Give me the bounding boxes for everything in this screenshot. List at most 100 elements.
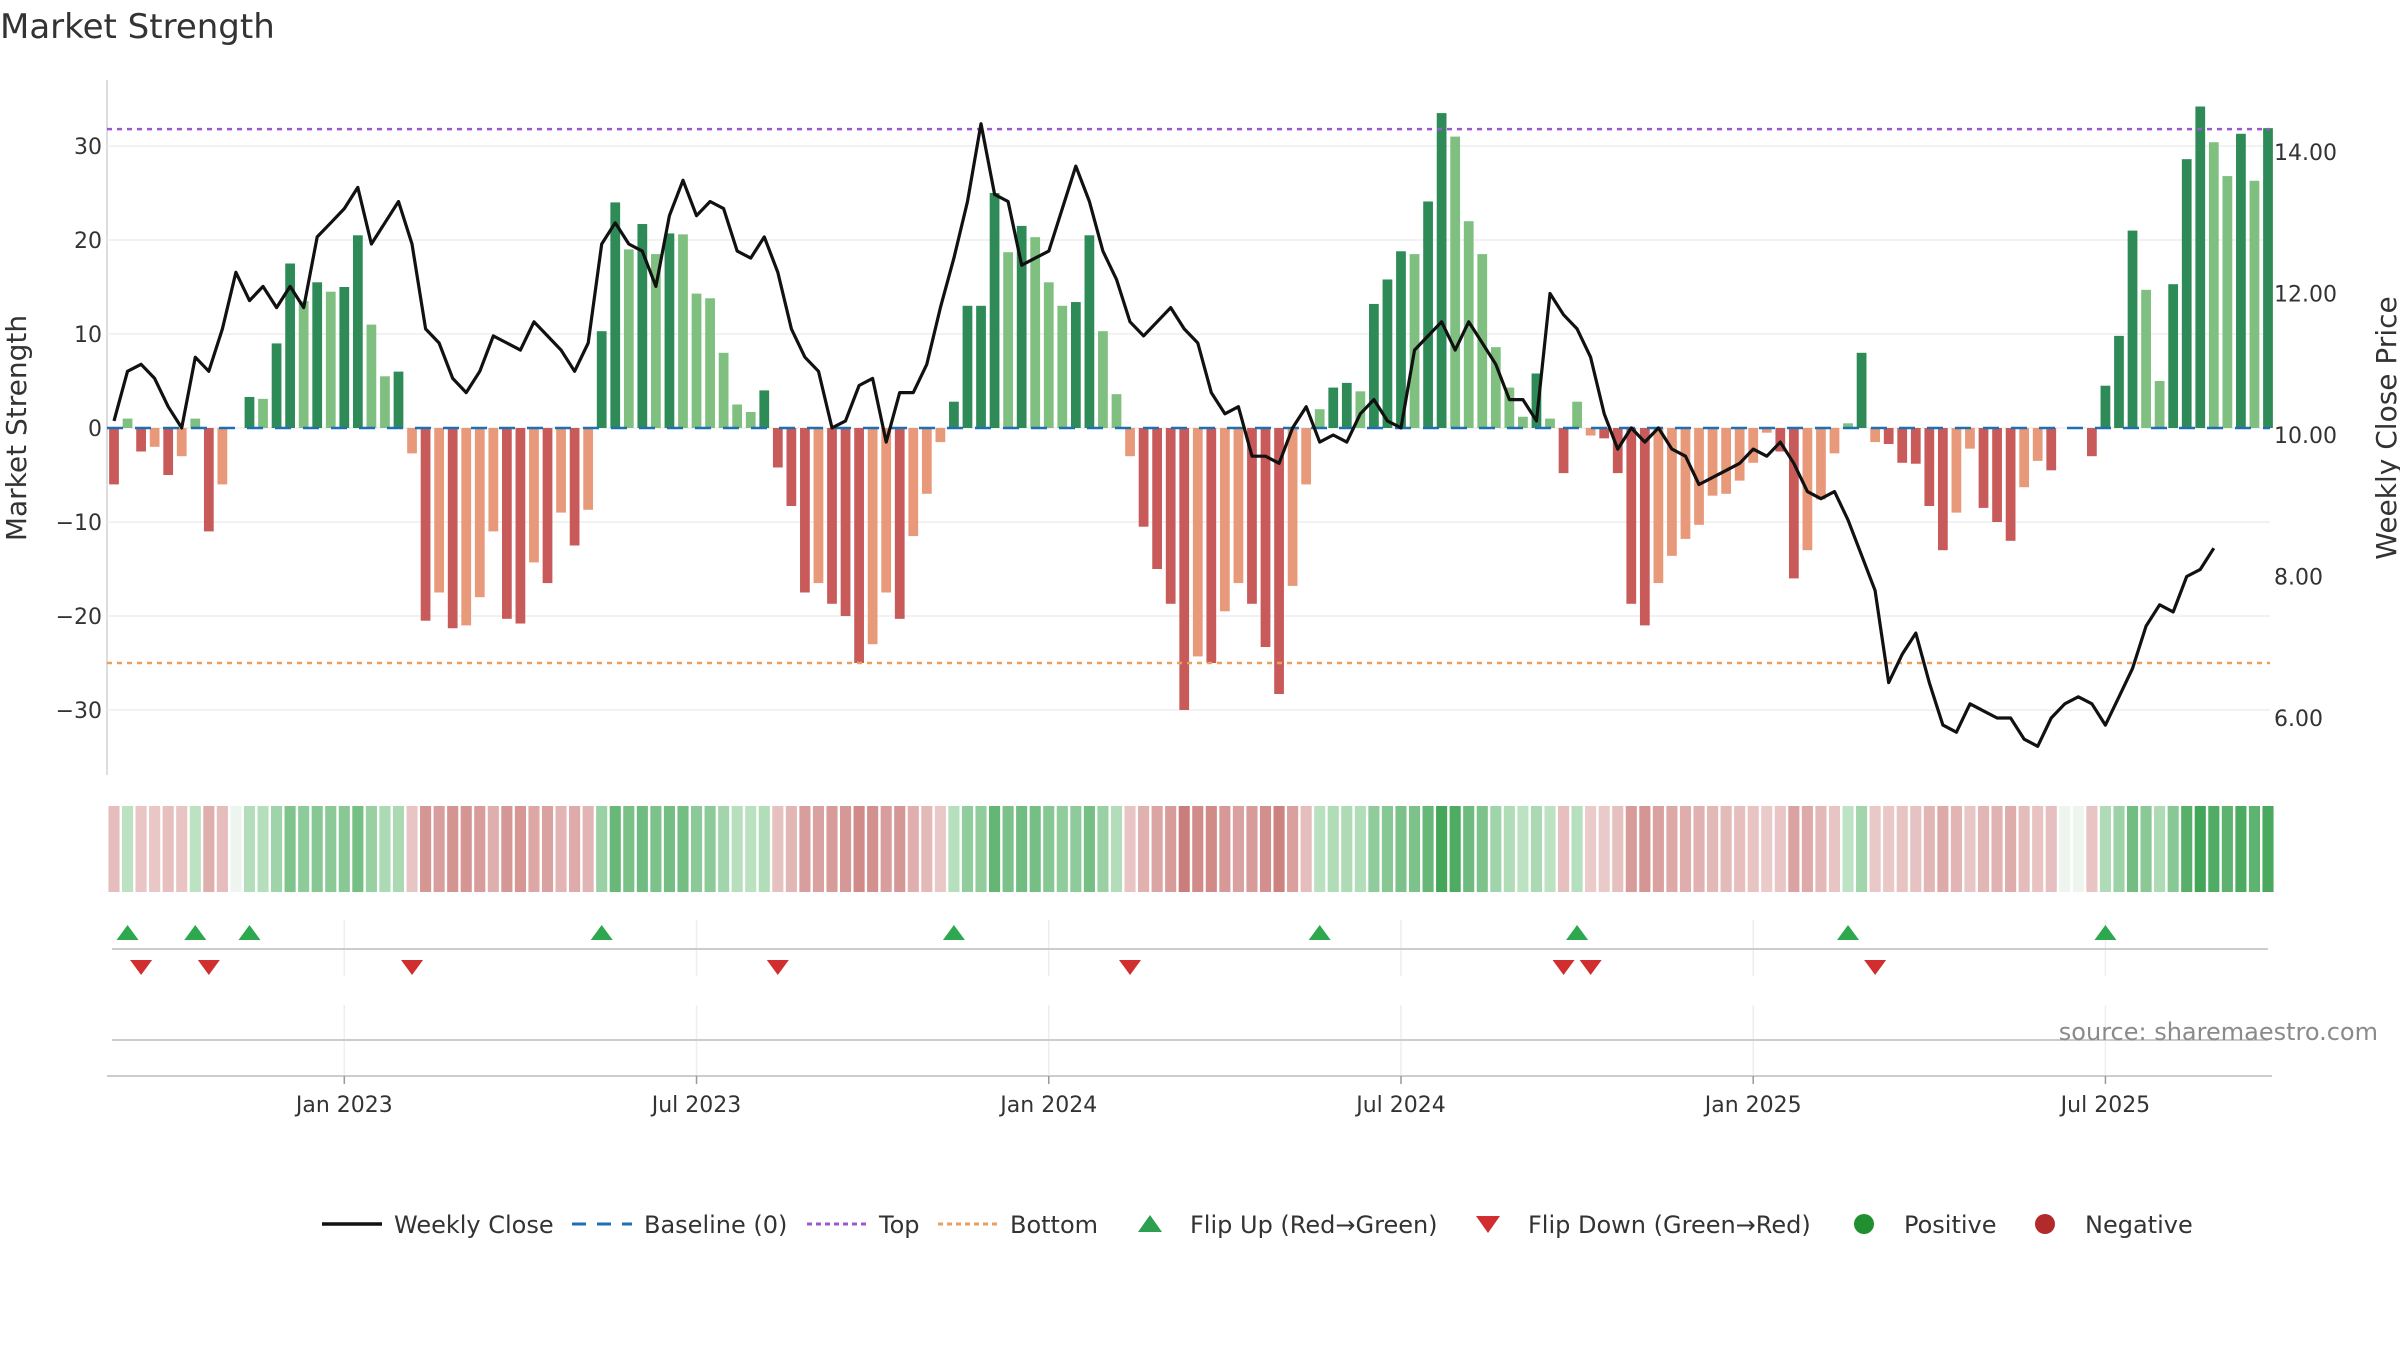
heat-cell: [650, 806, 662, 892]
heat-cell: [989, 806, 1001, 892]
strength-bar: [298, 301, 309, 428]
heat-cell: [121, 806, 134, 892]
strength-bar: [949, 401, 959, 428]
legend-label: Weekly Close: [394, 1211, 554, 1239]
strength-bar: [1179, 428, 1190, 710]
strength-bar: [285, 263, 295, 428]
heat-cell: [690, 806, 703, 892]
strength-bar: [1247, 428, 1257, 604]
strength-bar: [1098, 331, 1108, 428]
chart-title: Market Strength: [0, 7, 275, 47]
x-tick-label: Jan 2024: [998, 1093, 1097, 1118]
strength-bar: [1843, 423, 1853, 428]
flip-down-marker: [1579, 960, 1602, 975]
heat-cell: [230, 806, 242, 892]
strength-bar: [1409, 254, 1420, 428]
legend-item: Weekly Close: [322, 1211, 554, 1239]
empty-lower-panel: [107, 1005, 2272, 1077]
heat-cell: [2059, 806, 2071, 892]
strength-bar: [989, 193, 1000, 428]
legend-label: Negative: [2085, 1211, 2193, 1239]
strength-bar: [352, 235, 363, 428]
strength-bar: [2141, 289, 2151, 428]
strength-bar: [1585, 428, 1596, 436]
heat-cell: [826, 806, 838, 892]
heat-cell: [1056, 806, 1068, 892]
strength-bar: [1125, 428, 1135, 457]
strength-bar: [1436, 113, 1447, 428]
heat-cell: [1761, 806, 1773, 892]
strength-bar: [1775, 428, 1786, 452]
heat-cell: [514, 806, 526, 892]
strength-bar: [1328, 387, 1339, 428]
strength-bar: [2154, 381, 2165, 428]
heat-cell: [880, 806, 892, 892]
heat-cell: [1747, 806, 1759, 892]
strength-bar: [2127, 230, 2138, 428]
heat-cell: [1842, 806, 1854, 892]
heat-cell: [1707, 806, 1719, 892]
legend-circle-icon: [1854, 1214, 1874, 1234]
heat-cell: [1652, 806, 1664, 892]
heat-cell: [528, 806, 540, 892]
strength-bar: [1287, 428, 1298, 586]
flip-up-marker: [942, 925, 965, 940]
heat-cell: [392, 806, 405, 892]
heat-cell: [1964, 806, 1976, 892]
heat-cell: [1314, 806, 1326, 892]
heat-cell: [1503, 806, 1515, 892]
strength-bar: [1829, 428, 1840, 454]
strength-bar: [1030, 237, 1041, 428]
heat-cell: [1463, 806, 1475, 892]
heat-cell: [555, 806, 567, 892]
heat-cell: [1734, 806, 1746, 892]
strength-bar: [2249, 180, 2260, 428]
strength-bar: [1518, 416, 1528, 428]
strength-bar: [1260, 428, 1271, 648]
strength-bar: [908, 428, 919, 537]
strength-bars: [109, 106, 2273, 710]
heat-cell: [298, 806, 310, 892]
strength-bar: [813, 428, 824, 584]
heat-cell: [2005, 806, 2017, 892]
heat-cell: [853, 806, 865, 892]
heat-cell: [1070, 806, 1082, 892]
strength-bar: [596, 331, 607, 428]
strength-bar: [2236, 133, 2246, 428]
left-tick-label: −10: [56, 511, 102, 536]
heat-cell: [1287, 806, 1299, 892]
heat-cell: [2018, 806, 2030, 892]
strength-bar: [867, 428, 878, 645]
strength-bar: [1206, 428, 1217, 663]
heat-cell: [1178, 806, 1190, 892]
heat-cell: [1016, 806, 1028, 892]
strength-bar: [325, 291, 336, 428]
heat-cell: [162, 806, 174, 892]
heat-cell: [704, 806, 716, 892]
heat-cell: [135, 806, 147, 892]
strength-bar: [2263, 128, 2273, 428]
legend-circle-icon: [2035, 1214, 2055, 1234]
strength-bar: [610, 202, 621, 428]
heat-cell: [1625, 806, 1637, 892]
heat-cell: [2113, 806, 2125, 892]
heat-cell: [1923, 806, 1935, 892]
heat-cell: [338, 806, 350, 892]
heat-cell: [1557, 806, 1570, 892]
heat-cell: [1341, 806, 1353, 892]
left-axis-label: Market Strength: [0, 315, 33, 541]
heat-cell: [1381, 806, 1393, 892]
legend-label: Bottom: [1010, 1211, 1098, 1239]
heat-cell: [772, 806, 784, 892]
heat-cell: [176, 806, 188, 892]
heat-cell: [1124, 806, 1136, 892]
heat-cell: [758, 806, 770, 892]
strength-bar: [1003, 252, 1013, 428]
strength-bar: [1734, 428, 1745, 481]
strength-bar: [1301, 428, 1312, 485]
heat-cell: [1585, 806, 1597, 892]
legend-down-triangle-icon: [1476, 1216, 1500, 1233]
legend-item: Top: [807, 1211, 920, 1239]
flip-down-marker: [1552, 960, 1575, 975]
